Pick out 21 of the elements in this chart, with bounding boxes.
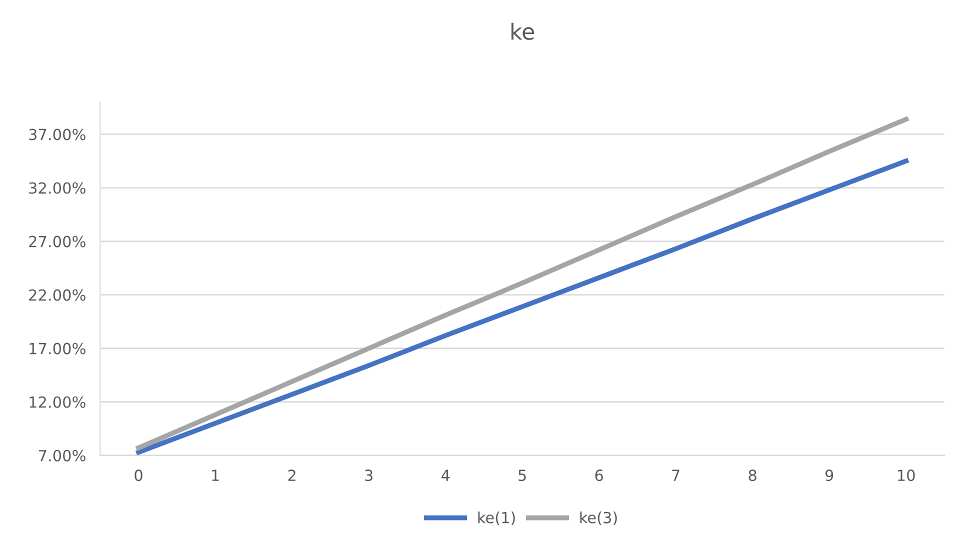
chart-title: ke <box>511 22 534 40</box>
x-tick-label: 4 <box>441 470 450 481</box>
y-tick-label: 27.00% <box>29 236 86 248</box>
y-tick-label: 7.00% <box>39 450 86 462</box>
x-tick-label: 8 <box>748 470 756 482</box>
y-tick-label: 12.00% <box>30 396 86 408</box>
legend-label: ke(3) <box>580 512 617 526</box>
legend-label: ke(1) <box>478 512 515 526</box>
x-tick-label: 3 <box>365 470 372 482</box>
x-tick-label: 2 <box>288 470 296 481</box>
y-tick-label: 37.00% <box>29 128 86 140</box>
x-tick-label: 1 <box>212 470 219 481</box>
x-tick-label: 5 <box>518 470 526 482</box>
y-tick-label: 22.00% <box>29 289 86 301</box>
y-tick-label: 32.00% <box>29 182 86 194</box>
x-tick-label: 6 <box>595 470 603 482</box>
x-tick-label: 7 <box>672 470 680 481</box>
x-tick-label: 10 <box>898 470 915 482</box>
x-tick-label: 0 <box>134 470 142 482</box>
y-tick-label: 17.00% <box>30 342 86 354</box>
x-tick-label: 9 <box>825 470 834 482</box>
